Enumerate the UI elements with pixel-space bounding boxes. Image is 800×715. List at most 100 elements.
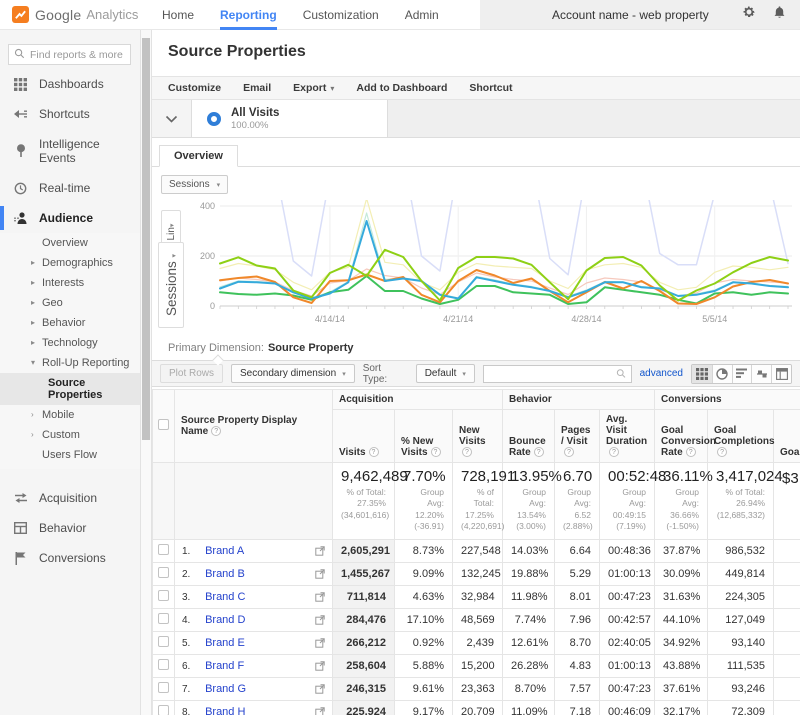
submenu-item[interactable]: Source Properties (0, 373, 140, 405)
sidebar-item-intelligence-events[interactable]: Intelligence Events (0, 129, 140, 173)
nav-customization[interactable]: Customization (302, 7, 379, 22)
row-checkbox[interactable] (158, 589, 169, 601)
submenu-item[interactable]: Users Flow (0, 445, 140, 465)
advanced-search-link[interactable]: advanced (639, 368, 683, 379)
row-checkbox[interactable] (158, 566, 169, 578)
open-in-new-window-icon[interactable] (315, 615, 325, 628)
chart-metric-button[interactable]: Sessions ▾ (158, 242, 184, 328)
open-in-new-window-icon[interactable] (315, 684, 325, 697)
search-input[interactable] (30, 48, 125, 61)
scrollbar-thumb[interactable] (142, 38, 150, 440)
help-icon[interactable]: ? (462, 447, 472, 457)
column-header-visits[interactable]: Visits? (332, 409, 395, 463)
sidebar-scrollbar[interactable] (140, 30, 152, 715)
open-in-new-window-icon[interactable] (315, 661, 325, 674)
submenu-item-label: Custom (42, 429, 80, 441)
column-header-avg-visit-duration[interactable]: Avg. Visit Duration? (598, 409, 656, 463)
submenu-item[interactable]: Overview (0, 233, 140, 253)
brand-link[interactable]: Brand C (205, 590, 246, 603)
open-in-new-window-icon[interactable] (315, 546, 325, 559)
table-search-input[interactable] (487, 368, 617, 379)
shortcut-button[interactable]: Shortcut (469, 82, 513, 94)
open-in-new-window-icon[interactable] (315, 569, 325, 582)
help-icon[interactable]: ? (533, 447, 544, 457)
submenu-item[interactable]: ▸ Behavior (0, 313, 140, 333)
view-comparison-button[interactable] (751, 364, 772, 383)
sidebar-item-conversions[interactable]: Conversions (0, 543, 140, 573)
row-checkbox[interactable] (158, 681, 169, 693)
sidebar-item-shortcuts[interactable]: Shortcuts (0, 99, 140, 129)
dimension-source-property[interactable]: Source Property (267, 342, 354, 354)
submenu-item[interactable]: › Mobile (0, 405, 140, 425)
notifications-bell-icon[interactable] (773, 5, 786, 24)
row-checkbox[interactable] (158, 704, 169, 715)
column-header-new-visits-pct[interactable]: % New Visits? (394, 409, 453, 463)
view-table-button[interactable] (691, 364, 712, 383)
brand-link[interactable]: Brand H (205, 705, 246, 715)
submenu-item[interactable]: ▸ Technology (0, 333, 140, 353)
table-search-box[interactable] (482, 364, 632, 383)
submenu-item[interactable]: › Custom (0, 425, 140, 445)
settings-gear-icon[interactable] (742, 5, 756, 24)
row-checkbox[interactable] (158, 612, 169, 624)
help-icon[interactable]: ? (368, 447, 379, 457)
column-header-goal-completions[interactable]: Goal Completions? (707, 409, 775, 463)
view-performance-button[interactable] (731, 364, 752, 383)
help-icon[interactable]: ? (609, 447, 619, 457)
brand-link[interactable]: Brand A (205, 544, 245, 557)
tab-overview[interactable]: Overview (159, 145, 238, 167)
column-header-name[interactable]: Source Property Display Name? (174, 389, 333, 463)
submenu-item[interactable]: ▾ Roll-Up Reporting (0, 353, 140, 373)
submenu-item[interactable]: ▸ Geo (0, 293, 140, 313)
sidebar-item-behavior[interactable]: Behavior (0, 513, 140, 543)
add-to-dashboard-button[interactable]: Add to Dashboard (356, 82, 448, 94)
help-icon[interactable]: ? (685, 447, 696, 457)
metric-selector-button[interactable]: Sessions ▾ (161, 175, 229, 194)
export-button[interactable]: Export ▾ (293, 82, 335, 94)
column-header-goal-conversion-rate[interactable]: Goal Conversion Rate? (654, 409, 716, 463)
row-checkbox[interactable] (158, 658, 169, 670)
sidebar-item-audience[interactable]: Audience (0, 203, 140, 233)
open-in-new-window-icon[interactable] (315, 707, 325, 715)
brand-link[interactable]: Brand F (205, 659, 245, 672)
nav-reporting[interactable]: Reporting (220, 0, 277, 30)
google-analytics-logo[interactable]: Google Analytics (0, 6, 152, 23)
brand-link[interactable]: Brand G (205, 682, 247, 695)
brand-link[interactable]: Brand E (205, 636, 245, 649)
brand-link[interactable]: Brand D (205, 613, 246, 626)
open-in-new-window-icon[interactable] (315, 638, 325, 651)
sidebar-item-dashboards[interactable]: Dashboards (0, 69, 140, 99)
submenu-item[interactable]: ▸ Interests (0, 273, 140, 293)
segment-all-visits[interactable]: All Visits 100.00% (192, 100, 388, 137)
sort-type-button[interactable]: Default ▾ (415, 364, 475, 383)
customize-button[interactable]: Customize (168, 82, 222, 94)
segment-collapse-button[interactable] (152, 100, 192, 137)
view-percentage-button[interactable] (711, 364, 732, 383)
column-header-goal[interactable]: Goal (773, 409, 800, 463)
column-header-pages-visit[interactable]: Pages / Visit? (554, 409, 600, 463)
help-icon[interactable]: ? (430, 447, 441, 457)
email-button[interactable]: Email (243, 82, 272, 94)
sidebar-item-acquisition[interactable]: Acquisition (0, 483, 140, 513)
column-header-new-visits[interactable]: New Visits? (452, 409, 503, 463)
help-icon[interactable]: ? (564, 447, 574, 457)
select-all-checkbox[interactable] (158, 419, 169, 430)
nav-home[interactable]: Home (162, 7, 195, 22)
table-row: 5. Brand E 266,212 0.92% 2,439 12.61% 8.… (152, 630, 800, 655)
help-icon[interactable]: ? (211, 426, 222, 436)
cell-avg-visit-duration: 00:48:36 (598, 538, 656, 563)
sidebar-item-real-time[interactable]: Real-time (0, 173, 140, 203)
brand-link[interactable]: Brand B (205, 567, 245, 580)
account-selector[interactable]: Account name - web property (552, 7, 709, 22)
nav-admin[interactable]: Admin (404, 7, 439, 22)
plot-rows-button[interactable]: Plot Rows (160, 364, 224, 383)
row-checkbox[interactable] (158, 635, 169, 647)
row-checkbox[interactable] (158, 543, 169, 555)
help-icon[interactable]: ? (717, 447, 728, 457)
column-header-bounce-rate[interactable]: Bounce Rate? (502, 409, 555, 463)
secondary-dimension-button[interactable]: Secondary dimension ▾ (231, 364, 355, 383)
view-pivot-button[interactable] (771, 364, 791, 383)
submenu-item[interactable]: ▸ Demographics (0, 253, 140, 273)
open-in-new-window-icon[interactable] (315, 592, 325, 605)
sidebar-search[interactable] (8, 44, 131, 65)
